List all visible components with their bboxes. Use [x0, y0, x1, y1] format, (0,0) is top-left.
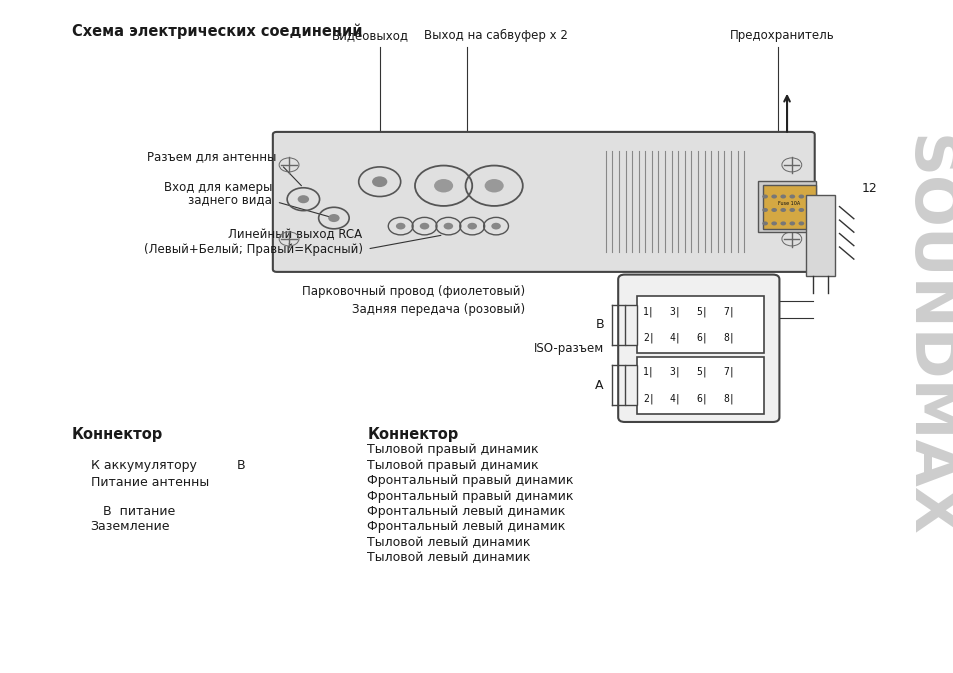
Text: 3|: 3| — [669, 306, 680, 317]
Text: ISO-разъем: ISO-разъем — [533, 342, 603, 355]
Text: 5|: 5| — [696, 367, 707, 378]
Circle shape — [780, 208, 785, 212]
FancyBboxPatch shape — [618, 275, 779, 422]
Bar — [624, 365, 637, 405]
Circle shape — [467, 223, 476, 229]
Text: 6|: 6| — [696, 332, 707, 343]
Circle shape — [443, 223, 453, 229]
Text: 2|: 2| — [642, 393, 654, 404]
Circle shape — [780, 221, 785, 225]
Text: (Левый+Белый; Правый=Красный): (Левый+Белый; Правый=Красный) — [143, 243, 362, 256]
Text: Тыловой правый динамик: Тыловой правый динамик — [367, 443, 538, 456]
Circle shape — [491, 223, 500, 229]
Text: Фронтальный правый динамик: Фронтальный правый динамик — [367, 474, 573, 487]
Text: Вход для камеры: Вход для камеры — [163, 181, 272, 194]
Text: Разъем для антенны: Разъем для антенны — [147, 150, 276, 163]
Text: Коннектор: Коннектор — [71, 427, 163, 441]
Circle shape — [328, 214, 339, 222]
Text: 7|: 7| — [722, 306, 734, 317]
Text: В: В — [236, 459, 245, 472]
Text: Фронтальный левый динамик: Фронтальный левый динамик — [367, 505, 565, 518]
Text: 8|: 8| — [722, 393, 734, 404]
Text: Схема электрических соединений: Схема электрических соединений — [71, 24, 362, 39]
Circle shape — [788, 194, 794, 199]
Bar — [637, 296, 763, 353]
Circle shape — [798, 208, 803, 212]
Circle shape — [770, 208, 776, 212]
Text: Тыловой правый динамик: Тыловой правый динамик — [367, 458, 538, 472]
Text: К аккумулятору: К аккумулятору — [91, 459, 196, 472]
Text: Питание антенны: Питание антенны — [91, 476, 209, 489]
Text: Линейный выход RCA: Линейный выход RCA — [228, 228, 362, 241]
Bar — [762, 185, 815, 229]
Circle shape — [780, 194, 785, 199]
Text: Видеовыход: Видеовыход — [332, 30, 408, 42]
Circle shape — [761, 208, 767, 212]
Text: 2|: 2| — [642, 332, 654, 343]
Text: 12: 12 — [861, 182, 877, 195]
Bar — [624, 305, 637, 345]
Text: заднего вида: заднего вида — [188, 193, 272, 206]
Text: 1|: 1| — [642, 306, 654, 317]
Text: B: B — [595, 318, 603, 331]
Bar — [637, 357, 763, 414]
Text: В  питание: В питание — [103, 505, 175, 518]
Text: Задняя передача (розовый): Задняя передача (розовый) — [352, 303, 524, 316]
Text: Заземление: Заземление — [91, 520, 170, 534]
Circle shape — [761, 194, 767, 199]
Text: 8|: 8| — [722, 332, 734, 343]
Text: 1|: 1| — [642, 367, 654, 378]
Text: 3|: 3| — [669, 367, 680, 378]
FancyBboxPatch shape — [273, 132, 814, 272]
Circle shape — [788, 208, 794, 212]
Circle shape — [761, 221, 767, 225]
Text: 4|: 4| — [669, 393, 680, 404]
Text: SOUNDMAX: SOUNDMAX — [897, 135, 953, 538]
Text: Коннектор: Коннектор — [367, 427, 458, 441]
Circle shape — [372, 176, 387, 187]
Text: Выход на сабвуфер х 2: Выход на сабвуфер х 2 — [424, 30, 567, 42]
Text: 5|: 5| — [696, 306, 707, 317]
Text: Предохранитель: Предохранитель — [729, 30, 834, 42]
Circle shape — [484, 179, 503, 192]
Text: Парковочный провод (фиолетовый): Парковочный провод (фиолетовый) — [301, 285, 524, 298]
Circle shape — [419, 223, 429, 229]
Circle shape — [297, 195, 309, 203]
Text: Фронтальный левый динамик: Фронтальный левый динамик — [367, 520, 565, 534]
Text: Фронтальный правый динамик: Фронтальный правый динамик — [367, 489, 573, 503]
Text: Тыловой левый динамик: Тыловой левый динамик — [367, 551, 530, 565]
Circle shape — [434, 179, 453, 192]
Text: Fuse 10A: Fuse 10A — [778, 201, 800, 206]
Circle shape — [798, 194, 803, 199]
Text: 6|: 6| — [696, 393, 707, 404]
Bar — [758, 181, 815, 232]
Text: 7|: 7| — [722, 367, 734, 378]
Circle shape — [788, 221, 794, 225]
Text: A: A — [595, 379, 603, 392]
Circle shape — [798, 221, 803, 225]
Text: Тыловой левый динамик: Тыловой левый динамик — [367, 536, 530, 549]
Circle shape — [395, 223, 405, 229]
Circle shape — [770, 194, 776, 199]
Circle shape — [770, 221, 776, 225]
Text: 4|: 4| — [669, 332, 680, 343]
Bar — [805, 195, 834, 276]
